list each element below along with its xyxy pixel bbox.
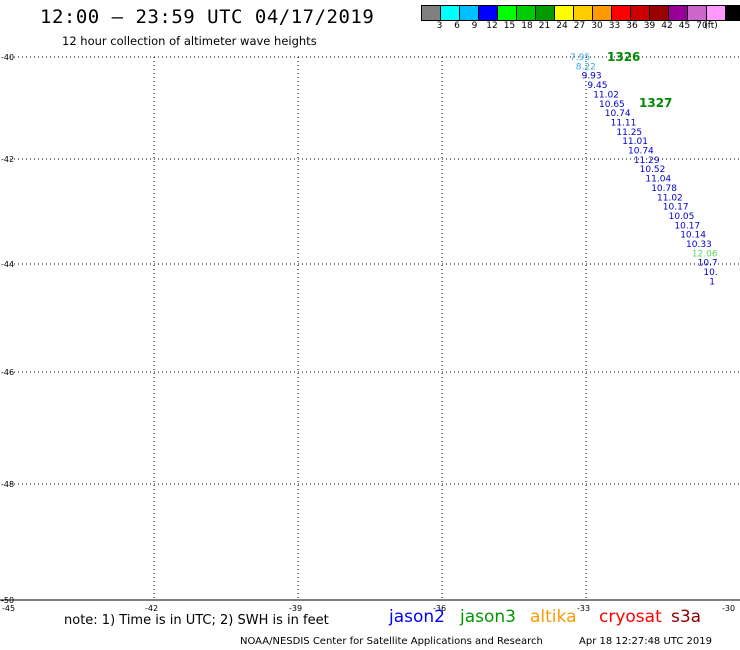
satellite-legend-cryosat: cryosat [599,607,662,627]
legend-label: 9 [471,21,478,31]
wave-height-value: 11.01 [622,137,648,147]
wave-height-value: 10.78 [651,184,677,194]
lat-label: -50 [1,596,14,605]
satellite-legend-altika: altika [530,607,577,627]
units-note: note: 1) Time is in UTC; 2) SWH is in fe… [64,613,329,628]
wave-height-value: 10.17 [674,221,700,231]
wave-height-value: 10.33 [686,240,712,250]
wave-height-value: 9.93 [582,72,602,82]
wave-height-value: 10.05 [669,212,695,222]
legend-label: 45 [678,21,691,31]
wave-height-value: 9.45 [587,81,607,91]
lon-label: -33 [577,604,590,613]
legend-label: 12 [486,21,498,31]
lat-label: -40 [1,53,14,62]
legend-label: 24 [556,21,568,31]
satellite-legend-jason2: jason2 [389,607,445,627]
lon-label: -45 [2,604,15,613]
wave-height-value: 11.02 [593,90,619,100]
color-scale-legend [421,5,740,21]
satellite-legend-s3a: s3a [671,607,702,627]
page-subtitle: 12 hour collection of altimeter wave hei… [62,34,317,48]
wave-height-value: 10.52 [640,165,666,175]
lon-label: -30 [722,604,735,613]
legend-label: 70 [696,21,708,31]
legend-label: 18 [521,21,533,31]
wave-height-value: 10.65 [599,100,625,110]
footer-timestamp: Apr 18 12:27:48 UTC 2019 [579,636,712,647]
wave-height-value: 11.02 [657,193,683,203]
legend-swatch [725,5,740,21]
track-id-label: 1326 [607,50,640,64]
wave-height-value: 10.7 [698,259,718,269]
wave-height-value: 8.22 [576,62,596,72]
legend-label: 42 [661,21,673,31]
wave-height-value: 12.06 [692,249,718,259]
wave-height-value: 10.14 [680,231,706,241]
lat-label: -42 [1,155,14,164]
legend-label: 6 [454,21,460,31]
legend-label: 36 [626,21,638,31]
wave-height-value: 10.17 [663,203,689,213]
legend-label: 21 [538,21,551,31]
page-title: 12:00 – 23:59 UTC 04/17/2019 [40,6,375,28]
wave-height-value: 7.95 [570,53,590,63]
legend-label: 15 [503,21,516,31]
wave-height-value: 1 [709,277,715,287]
wave-height-value: 10. [703,268,717,278]
legend-label: (ft) [704,21,718,31]
legend-label: 39 [643,21,656,31]
wave-height-value: 10.74 [605,109,631,119]
legend-label: 33 [608,21,621,31]
lon-label: -39 [289,604,302,613]
wave-height-value: 11.29 [634,156,660,166]
legend-label: 30 [591,21,603,31]
lat-label: -46 [1,368,14,377]
wave-height-value: 11.04 [645,175,671,185]
legend-label: 27 [573,21,586,31]
lat-label: -44 [1,260,14,269]
wave-height-value: 11.25 [616,128,642,138]
lon-label: -36 [433,604,446,613]
lon-label: -42 [145,604,158,613]
track-id-label: 1327 [639,96,672,110]
footer-credit: NOAA/NESDIS Center for Satellite Applica… [240,636,543,647]
wave-height-value: 11.11 [611,118,637,128]
lat-label: -48 [1,480,14,489]
legend-label: 3 [436,21,443,31]
wave-height-value: 10.74 [628,147,654,157]
satellite-legend-jason3: jason3 [460,607,516,627]
